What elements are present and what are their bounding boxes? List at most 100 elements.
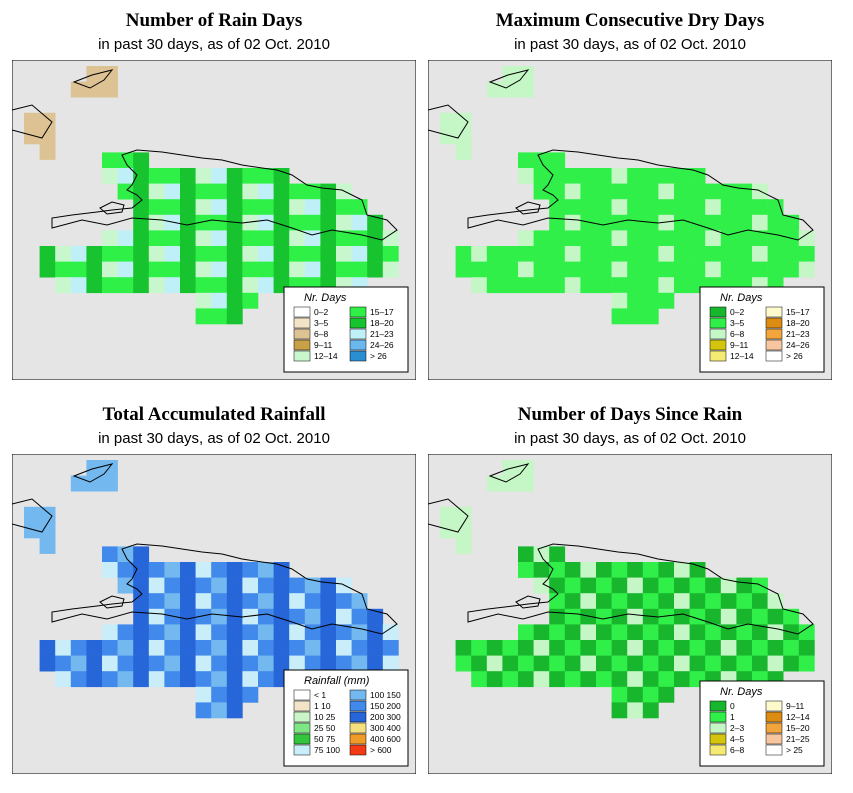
grid-cell	[611, 702, 628, 719]
grid-cell	[783, 640, 800, 656]
grid-cell	[658, 277, 675, 294]
grid-cell	[549, 624, 566, 641]
legend-swatch	[709, 328, 727, 340]
grid-cell	[164, 593, 181, 610]
grid-cell	[705, 261, 722, 278]
grid-cell	[164, 246, 181, 262]
chart-title: Total Accumulated Rainfall	[102, 404, 326, 425]
grid-cell	[180, 671, 196, 688]
grid-cell	[580, 655, 597, 672]
legend-label: 9–11	[730, 340, 749, 350]
grid-cell	[70, 261, 87, 278]
grid-cell	[689, 577, 706, 594]
grid-cell	[611, 214, 628, 231]
grid-cell	[180, 199, 196, 216]
grid-cell	[148, 671, 165, 688]
legend-label: 1	[730, 712, 735, 722]
grid-cell	[195, 199, 212, 216]
grid-cell	[455, 261, 472, 278]
grid-cell	[70, 655, 87, 672]
legend-label: 15–17	[370, 307, 394, 317]
grid-cell	[674, 655, 690, 672]
legend-swatch	[765, 711, 783, 723]
grid-cell	[133, 168, 150, 184]
grid-cell	[720, 230, 737, 247]
grid-cell	[133, 261, 150, 278]
grid-cell	[783, 246, 800, 262]
legend-label: 21–23	[370, 329, 394, 339]
grid-cell	[720, 246, 737, 262]
grid-cell	[642, 230, 659, 247]
grid-cell	[783, 655, 800, 672]
grid-cell	[674, 246, 690, 262]
legend-swatch	[293, 328, 311, 340]
grid-cell	[658, 671, 675, 688]
grid-cell	[86, 261, 103, 278]
grid-cell	[596, 168, 612, 184]
grid-cell	[502, 671, 519, 688]
grid-cell	[86, 277, 103, 294]
grid-cell	[674, 624, 690, 641]
grid-cell	[580, 608, 597, 625]
grid-cell	[226, 671, 243, 688]
grid-cell	[86, 81, 103, 98]
grid-cell	[133, 546, 150, 563]
grid-cell	[55, 640, 72, 656]
grid-cell	[258, 577, 274, 594]
grid-cell	[351, 230, 368, 247]
legend-label: 18–20	[370, 318, 394, 328]
grid-cell	[752, 577, 768, 594]
grid-cell	[211, 655, 228, 672]
legend-swatch	[709, 350, 727, 362]
grid-cell	[382, 246, 399, 262]
coastline	[428, 498, 469, 533]
grid-cell	[689, 261, 706, 278]
grid-cell	[580, 230, 597, 247]
grid-cell	[242, 199, 259, 216]
grid-cell	[351, 655, 368, 672]
grid-cell	[273, 199, 290, 216]
grid-cell	[705, 593, 722, 610]
grid-cell	[674, 277, 690, 294]
grid-cell	[564, 168, 581, 184]
grid-cell	[736, 214, 753, 231]
grid-cell	[304, 199, 321, 216]
grid-cell	[611, 246, 628, 262]
grid-cell	[195, 686, 212, 703]
grid-cell	[117, 230, 134, 247]
grid-cell	[596, 199, 612, 216]
grid-cell	[549, 671, 566, 688]
grid-cell	[533, 168, 550, 184]
legend-swatch	[765, 339, 783, 351]
grid-cell	[102, 475, 118, 492]
legend-swatch	[765, 350, 783, 362]
grid-cell	[164, 199, 181, 216]
grid-cell	[611, 168, 628, 184]
grid-cell	[580, 577, 597, 594]
grid-cell	[148, 593, 165, 610]
grid-cell	[180, 168, 196, 184]
grid-cell	[611, 562, 628, 578]
legend-swatch	[349, 689, 367, 701]
grid-cell	[117, 562, 134, 578]
grid-cell	[133, 214, 150, 231]
grid-cell	[289, 183, 306, 200]
grid-cell	[320, 199, 337, 216]
grid-cell	[133, 608, 150, 625]
grid-cell	[658, 292, 675, 309]
grid-cell	[798, 246, 815, 262]
grid-cell	[720, 577, 737, 594]
legend-label: 200 300	[370, 712, 401, 722]
grid-cell	[117, 671, 134, 688]
grid-cell	[180, 277, 196, 294]
grid-cell	[611, 640, 628, 656]
grid-cell	[86, 655, 103, 672]
grid-cell	[289, 246, 306, 262]
legend-label: 6–8	[314, 329, 328, 339]
chart-subtitle: in past 30 days, as of 02 Oct. 2010	[98, 36, 330, 53]
coastline	[515, 201, 541, 215]
grid-cell	[549, 655, 566, 672]
grid-cell	[549, 214, 566, 231]
